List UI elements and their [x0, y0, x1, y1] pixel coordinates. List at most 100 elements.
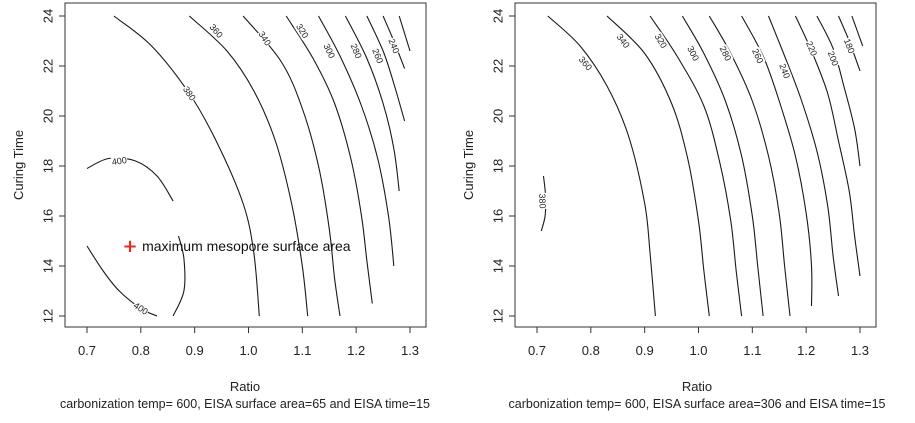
contour-label-background [841, 36, 857, 56]
x-tick-label: 1.3 [401, 343, 419, 358]
contour-level-label: 280 [718, 45, 734, 63]
contour-level-label: 320 [653, 32, 669, 50]
y-tick-label: 20 [41, 109, 56, 123]
right-plot-frame [514, 2, 877, 328]
y-tick-label: 18 [491, 159, 506, 173]
contour-label-background [685, 44, 702, 63]
contour-label-background [180, 84, 198, 103]
contour-label-background [576, 54, 595, 73]
y-tick-label: 24 [41, 9, 56, 23]
x-tick-label: 1.0 [239, 343, 257, 358]
contour-label-background [386, 36, 402, 56]
contour-label-background [293, 21, 311, 41]
x-tick-label: 1.1 [743, 343, 761, 358]
left-subtitle: carbonization temp= 600, EISA surface ar… [60, 397, 430, 411]
contour-line [767, 15, 840, 297]
left-x-axis-title: Ratio [230, 379, 260, 394]
y-tick-label: 14 [491, 259, 506, 273]
contour-line [285, 15, 373, 304]
left-y-ticks: 12 14 16 18 20 22 24 [41, 9, 65, 323]
right-x-axis-title: Ratio [682, 379, 712, 394]
contour-line [851, 15, 864, 47]
contour-level-label: 380 [537, 193, 548, 208]
y-tick-label: 16 [41, 209, 56, 223]
contour-label-background [537, 192, 548, 210]
x-tick-label: 0.8 [582, 343, 600, 358]
contour-label-background [207, 21, 226, 41]
x-tick-label: 0.7 [528, 343, 546, 358]
contour-label-background [717, 44, 734, 63]
y-tick-label: 22 [491, 59, 506, 73]
contour-label-background [777, 61, 793, 81]
contour-label-background [110, 154, 128, 168]
contour-label-background [348, 41, 364, 61]
x-tick-label: 1.0 [689, 343, 707, 358]
left-marker-group: + maximum mesopore surface area [123, 236, 351, 257]
x-tick-label: 0.9 [636, 343, 654, 358]
contour-level-label: 400 [132, 300, 150, 317]
contour-label-background [370, 46, 386, 66]
x-tick-label: 0.7 [78, 343, 96, 358]
contour-label-background [749, 46, 766, 66]
left-plot-frame [64, 2, 427, 328]
contour-line [366, 15, 406, 122]
contour-line [242, 15, 341, 317]
contour-label-background [256, 29, 274, 48]
x-tick-label: 1.1 [293, 343, 311, 358]
contour-level-label: 340 [256, 29, 273, 47]
x-tick-label: 1.2 [797, 343, 815, 358]
x-tick-label: 0.9 [186, 343, 204, 358]
right-x-ticks: 0.7 0.8 0.9 1.0 1.1 1.2 1.3 [528, 327, 869, 358]
right-y-ticks: 12 14 16 18 20 22 24 [491, 9, 515, 323]
left-x-ticks: 0.7 0.8 0.9 1.0 1.1 1.2 1.3 [78, 327, 419, 358]
contour-line [681, 15, 764, 317]
contour-level-label: 400 [111, 155, 127, 167]
left-y-axis-title: Curing Time [11, 130, 26, 200]
x-tick-label: 0.8 [132, 343, 150, 358]
contour-level-label: 380 [181, 84, 198, 102]
contour-level-label: 360 [208, 22, 225, 40]
contour-label-background [825, 49, 841, 68]
contour-line [741, 15, 813, 307]
contour-level-label: 360 [577, 55, 594, 73]
contour-line [816, 15, 861, 167]
contour-level-label: 340 [615, 32, 632, 50]
y-tick-label: 20 [491, 109, 506, 123]
contour-label-background [652, 31, 670, 51]
y-tick-label: 18 [41, 159, 56, 173]
contour-line [188, 15, 309, 317]
right-subtitle: carbonization temp= 600, EISA surface ar… [509, 397, 886, 411]
contour-label-background [321, 41, 338, 61]
contour-line [318, 15, 395, 267]
contour-level-label: 320 [294, 22, 310, 40]
contour-line [113, 15, 260, 317]
y-tick-label: 12 [491, 309, 506, 323]
maximum-marker: + [123, 236, 138, 257]
contour-line [606, 15, 710, 317]
x-tick-label: 1.2 [347, 343, 365, 358]
y-tick-label: 14 [41, 259, 56, 273]
y-tick-label: 16 [491, 209, 506, 223]
contour-line [86, 157, 174, 202]
contour-line [344, 15, 400, 192]
contour-line [547, 15, 656, 317]
contour-line [398, 15, 411, 52]
right-y-axis-title: Curing Time [461, 130, 476, 200]
maximum-marker-label: maximum mesopore surface area [142, 238, 351, 254]
contour-label-background [803, 39, 820, 58]
contour-label-background [614, 31, 632, 51]
x-tick-label: 1.3 [851, 343, 869, 358]
contour-level-label: 300 [685, 45, 701, 63]
contour-line [172, 235, 186, 317]
y-tick-label: 12 [41, 309, 56, 323]
contour-line [649, 15, 743, 317]
contour-line [708, 15, 791, 317]
contour-label-background [131, 299, 151, 318]
y-tick-label: 22 [41, 59, 56, 73]
y-tick-label: 24 [491, 9, 506, 23]
